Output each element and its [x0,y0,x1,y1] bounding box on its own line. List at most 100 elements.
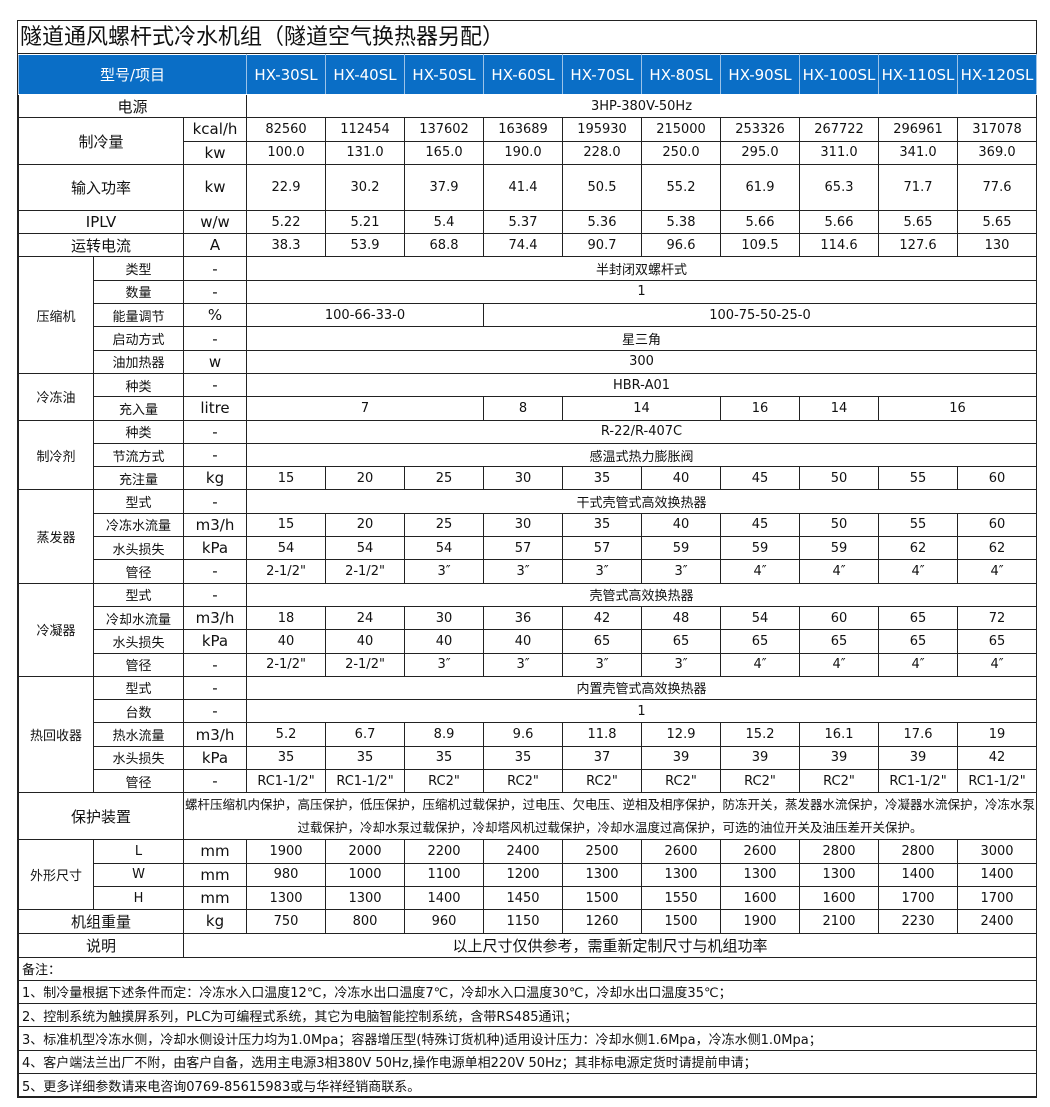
value-cell: 163689 [483,117,564,142]
value-cell: 2-1/2" [325,652,406,677]
table-row: 冷却水流量 m3/h 18 24 30 36 42 48 54 60 65 72 [19,605,1038,631]
value-cell: RC2" [641,769,722,794]
table-row: IPLV w/w 5.22 5.21 5.4 5.37 5.36 5.38 5.66 5.66 5.… [18,209,1038,235]
unit-cell: mm [182,839,248,864]
table-row: 节流方式 - 感温式热力膨胀阀 [19,442,1038,468]
value-cell: 50.5 [562,163,643,211]
row-value: 以上尺寸仅供参考，需重新定制尺寸与机组功率 [182,932,1038,958]
note-row: 备注： [17,956,1038,981]
unit-cell: m3/h [182,605,248,631]
value-cell: 3″ [641,559,722,584]
value-cell: 1300 [720,862,801,887]
unit-cell: - [182,582,248,607]
value-cell: 137602 [404,117,485,142]
value-cell: 65 [641,629,722,654]
value-cell: 4″ [878,559,959,584]
table-row: 水头损失 kPa 35 35 35 35 37 39 39 39 39 42 [19,745,1038,771]
value-cell: RC2" [483,769,564,794]
unit-cell: - [182,559,248,584]
value-cell: RC2" [799,769,880,794]
unit-cell: - [182,699,248,724]
value-cell: 1 [246,699,1038,724]
value-cell: 65 [562,629,643,654]
value-cell: 18 [246,605,327,631]
group-label: 外形尺寸 [18,839,94,911]
group-label: 冷凝器 [18,582,94,677]
value-cell: 40 [404,629,485,654]
row-label: 种类 [93,419,184,444]
value-cell: 1400 [878,862,959,887]
model-header: HX-120SL [957,54,1038,95]
value-cell: 9.6 [483,722,564,747]
value-cell: 1500 [641,909,722,934]
value-cell: 800 [325,909,406,934]
table-row: 油加热器 w 300 [19,349,1038,374]
group-label: 制冷剂 [18,419,94,491]
value-cell: 37.9 [404,163,485,211]
value-cell: 4″ [957,559,1038,584]
unit-cell: litre [182,396,248,421]
value-cell: 100.0 [246,140,327,165]
value-cell: 65.3 [799,163,880,211]
value-cell: 25 [404,466,485,491]
value-cell: 100-75-50-25-0 [483,303,1038,328]
value-cell: 40 [325,629,406,654]
table-row: 蒸发器 型式 - 干式壳管式高效换热器 [18,489,1038,584]
value-cell: 15 [246,466,327,491]
value-cell: 190.0 [483,140,564,165]
value-cell: 45 [720,512,801,538]
row-label: 水头损失 [93,536,184,561]
value-cell: 112454 [325,117,406,142]
value-cell: 59 [720,536,801,561]
row-label: 充入量 [93,396,184,421]
value-cell: 65 [878,605,959,631]
value-cell: 35 [404,745,485,771]
value-cell: 1100 [404,862,485,887]
value-cell: 96.6 [641,233,722,258]
row-label: 机组重量 [18,909,184,934]
model-header: HX-30SL [246,54,327,95]
table-row: 电源 3HP-380V-50Hz [17,93,1038,119]
model-header: HX-70SL [562,54,643,95]
value-cell: 半封闭双螺杆式 [246,256,1038,281]
value-cell: 71.7 [878,163,959,211]
value-cell: 5.36 [562,209,643,235]
value-cell: 1700 [957,885,1038,911]
row-label: 水头损失 [93,745,184,771]
unit-cell: kw [182,163,248,211]
unit-cell: mm [182,885,248,911]
value-cell: R-22/R-407C [246,419,1038,444]
value-cell: 90.7 [562,233,643,258]
value-cell: 960 [404,909,485,934]
value-cell: 8.9 [404,722,485,747]
note-text: 2、控制系统为触摸屏系列，PLC为可编程式系统，其它为电脑智能控制系统，含带RS… [17,1003,1038,1028]
value-cell: 感温式热力膨胀阀 [246,442,1038,468]
table-row: 数量 -1 [19,279,1038,305]
value-cell: 250.0 [641,140,722,165]
value-cell: 2800 [799,839,880,864]
value-cell: 39 [720,745,801,771]
value-cell: 42 [957,745,1038,771]
value-cell: 215000 [641,117,722,142]
value-cell: 4″ [720,559,801,584]
unit-cell: - [182,372,248,398]
unit-cell: - [182,442,248,468]
value-cell: 30 [483,466,564,491]
unit-cell: - [182,675,248,701]
value-cell: 1400 [957,862,1038,887]
note-text: 1、制冷量根据下述条件而定：冷冻水入口温度12℃，冷冻水出口温度7℃，冷却水入口… [17,979,1038,1005]
row-label: 型式 [93,675,184,701]
unit-cell: m3/h [182,722,248,747]
value-cell: 65 [799,629,880,654]
value-cell: 16 [720,396,801,421]
value-cell: 1700 [878,885,959,911]
table-row: 冷凝器 型式 - 壳管式高效换热器 [18,582,1038,677]
value-cell: 2600 [720,839,801,864]
spec-table: 型号/项目 HX-30SL HX-40SL HX-50SL HX-60SL HX-70SL… [17,54,1038,1098]
value-cell: 壳管式高效换热器 [246,582,1038,607]
row-label: 运转电流 [18,233,184,258]
table-row: 水头损失 kPa 40 40 40 40 65 65 65 65 65 65 [19,629,1038,654]
model-header: HX-50SL [404,54,485,95]
